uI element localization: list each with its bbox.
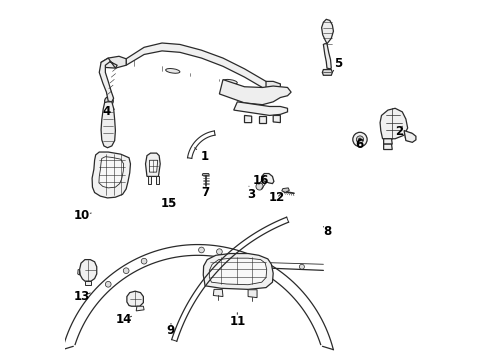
Polygon shape: [233, 102, 287, 116]
Polygon shape: [149, 160, 158, 172]
Polygon shape: [155, 176, 159, 184]
Text: 15: 15: [161, 197, 177, 210]
Text: 14: 14: [116, 313, 132, 327]
Text: 10: 10: [73, 210, 89, 222]
Polygon shape: [202, 174, 209, 175]
Text: 13: 13: [73, 290, 89, 303]
Circle shape: [352, 132, 366, 147]
Polygon shape: [78, 270, 80, 275]
Text: 7: 7: [201, 186, 209, 199]
Text: 5: 5: [333, 57, 341, 70]
Polygon shape: [99, 157, 123, 188]
Circle shape: [356, 136, 363, 143]
Text: 4: 4: [102, 105, 110, 118]
Ellipse shape: [260, 118, 264, 121]
Polygon shape: [383, 139, 391, 144]
Polygon shape: [213, 289, 223, 297]
Circle shape: [299, 264, 304, 269]
Polygon shape: [101, 56, 126, 68]
Ellipse shape: [165, 68, 180, 73]
Polygon shape: [209, 258, 266, 285]
Polygon shape: [99, 58, 117, 102]
Polygon shape: [273, 116, 280, 123]
Ellipse shape: [274, 118, 278, 121]
Polygon shape: [247, 290, 257, 298]
Text: 9: 9: [166, 324, 175, 337]
Text: 2: 2: [394, 125, 402, 138]
Polygon shape: [92, 152, 130, 198]
Polygon shape: [258, 116, 265, 123]
Polygon shape: [80, 260, 97, 281]
Text: 12: 12: [268, 192, 285, 204]
Polygon shape: [281, 188, 289, 193]
Text: 1: 1: [201, 150, 209, 163]
Circle shape: [141, 258, 147, 264]
Polygon shape: [85, 281, 91, 285]
Circle shape: [105, 282, 111, 287]
Text: 8: 8: [322, 225, 330, 238]
Polygon shape: [265, 81, 280, 90]
Polygon shape: [145, 153, 160, 176]
Circle shape: [358, 138, 361, 141]
Polygon shape: [126, 291, 143, 306]
Text: 6: 6: [354, 138, 363, 150]
Circle shape: [198, 247, 204, 253]
Circle shape: [216, 249, 222, 255]
Circle shape: [255, 183, 263, 190]
Polygon shape: [383, 144, 391, 149]
Polygon shape: [219, 80, 290, 105]
Circle shape: [405, 133, 413, 141]
Polygon shape: [323, 44, 330, 69]
Polygon shape: [203, 253, 273, 289]
Polygon shape: [136, 306, 144, 311]
Polygon shape: [379, 108, 407, 139]
Polygon shape: [322, 69, 332, 75]
Circle shape: [104, 97, 113, 105]
Polygon shape: [261, 174, 273, 184]
Polygon shape: [244, 116, 251, 123]
Circle shape: [123, 268, 129, 274]
Polygon shape: [126, 43, 273, 90]
Ellipse shape: [258, 93, 270, 99]
Polygon shape: [147, 176, 151, 184]
Text: 11: 11: [229, 315, 245, 328]
Polygon shape: [321, 19, 333, 44]
Ellipse shape: [223, 80, 237, 84]
Text: 16: 16: [252, 174, 268, 186]
Text: 3: 3: [247, 188, 255, 201]
Polygon shape: [101, 102, 115, 148]
Polygon shape: [403, 131, 415, 142]
Ellipse shape: [245, 118, 250, 121]
